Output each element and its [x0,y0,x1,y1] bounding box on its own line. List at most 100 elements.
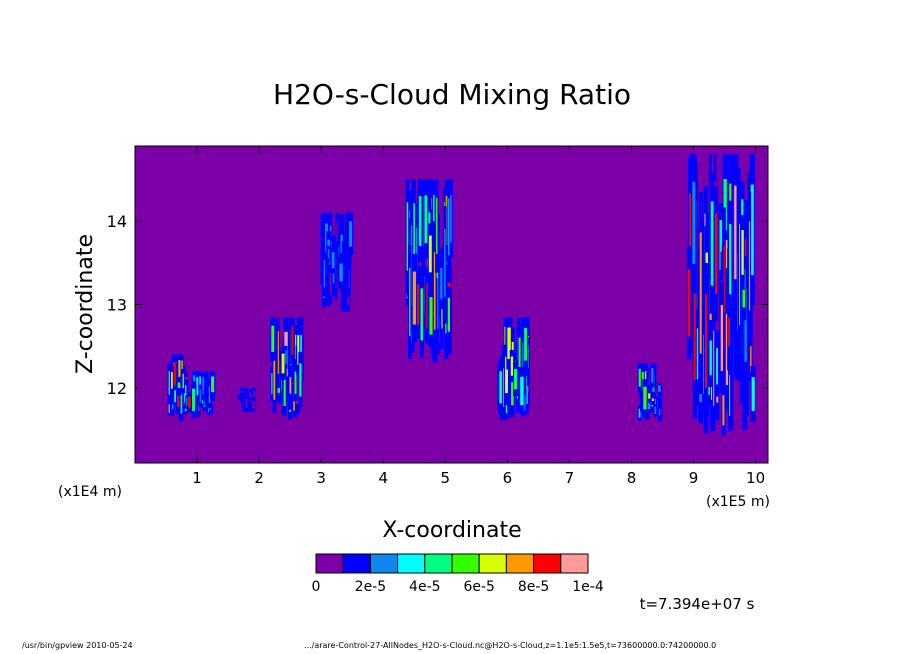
cloud-streak-core [644,371,647,386]
cloud-streak-core [328,248,330,259]
cloud-streak-core [429,297,433,335]
colorbar-tick-label: 8e-5 [518,579,549,595]
cloud-streak-core [182,373,185,389]
y-axis-label: Z-coordinate [73,234,98,374]
cloud-streak-core [168,404,170,414]
cloud-streak-core [687,269,691,337]
colorbar-swatch [478,553,507,574]
cloud-streak-core [291,326,294,355]
x-unit-right-label: (x1E5 m) [706,494,770,510]
cloud-streak-core [440,268,443,299]
cloud-field [167,154,756,436]
colorbar-swatch [342,553,371,574]
cloud-streak-core [188,396,191,409]
cloud-streak-core [281,353,285,374]
chart-title: H2O-s-Cloud Mixing Ratio [273,78,631,111]
cloud-streak-core [723,246,725,363]
x-axis: 1 2 3 4 5 6 7 8 9 10 [192,146,765,487]
cloud-streak-core [657,385,661,392]
x-unit-left-label: (x1E4 m) [58,484,122,500]
cloud-streak-core [714,213,718,295]
colorbar-swatch [315,553,344,574]
time-label: t=7.394e+07 s [640,595,755,613]
cloud-streak-core [448,198,450,256]
cloud-streak-core [748,221,751,311]
cloud-cell-4 [270,317,304,420]
colorbar-swatch [560,553,589,574]
cloud-streak-core [688,192,691,297]
cloud-streak-core [424,195,428,243]
cloud-streak-core [734,185,737,280]
cloud-streak-core [418,196,422,247]
cloud-streak-core [331,252,335,269]
cloud-streak-core [750,184,754,276]
cloud-streak-core [277,331,279,374]
cloud-cell-5 [320,212,354,313]
x-tick-label: 2 [254,469,264,487]
cloud-streak-core [297,335,301,365]
cloud-streak-core [518,337,521,368]
footer-file-path: .../arare-Control-27-AllNodes_H2O-s-Clou… [304,641,717,650]
cloud-streak-core [283,376,286,407]
cloud-streak-core [335,253,337,289]
colorbar-swatch [397,553,426,574]
colorbar-tick-label: 2e-5 [355,579,386,595]
cloud-streak-core [504,356,509,394]
cloud-streak-core [196,377,199,396]
cloud-streak-core [184,385,187,403]
cloud-streak-core [340,234,343,253]
x-tick-label: 8 [627,469,637,487]
cloud-streak-core [294,371,297,394]
cloud-streak-core [510,356,514,376]
y-tick-label: 13 [107,296,127,315]
cloud-streak-core [507,327,511,360]
colorbar-tick-label: 4e-5 [409,579,440,595]
cloud-streak-core [420,288,423,341]
cloud-streak-core [410,225,413,306]
cloud-streak-core [168,371,171,395]
cloud-streak-core [339,263,343,282]
cloud-streak-core [692,181,696,264]
cloud-streak-core [205,378,208,400]
cloud-streak-core [750,345,752,373]
cloud-streak-core [648,393,651,399]
cloud-streak-core [719,220,723,270]
cloud-streak-core [207,404,210,413]
cloud-streak-core [722,395,725,426]
x-tick-label: 10 [746,469,765,487]
cloud-streak-core [428,235,432,273]
cloud-cell-6 [405,179,453,363]
cloud-streak-core [658,389,661,405]
cloud-streak-core [738,223,741,326]
cloud-streak-core [520,376,524,405]
cloud-cell-8 [637,362,663,422]
y-tick-label: 12 [107,379,127,398]
cloud-streak-core [695,328,699,380]
cloud-streak-core [416,284,419,325]
cloud-streak-core [504,326,506,356]
cloud-streak-core [728,224,732,295]
x-tick-label: 1 [192,469,202,487]
colorbar-swatch [505,553,535,574]
cloud-streak-core [336,222,338,253]
cloud-streak-core [300,334,302,359]
cloud-cell-2 [191,371,216,419]
cloud-streak-core [426,282,428,329]
cloud-streak-core [299,363,302,397]
cloud-cell-9 [686,154,756,436]
plot-area [134,145,769,464]
cloud-streak-core [199,389,201,403]
y-tick-label: 14 [107,212,127,231]
cloud-streak-core [242,393,246,399]
x-tick-label: 7 [565,469,575,487]
x-tick-label: 6 [503,469,513,487]
x-tick-label: 4 [378,469,388,487]
cloud-streak-core [741,230,744,275]
cloud-streak-core [654,406,657,415]
cloud-streak-core [720,304,724,371]
cloud-streak-core [208,386,211,403]
cloud-streak-core [432,194,435,242]
cloud-streak-core [658,406,661,416]
x-tick-label: 9 [689,469,699,487]
